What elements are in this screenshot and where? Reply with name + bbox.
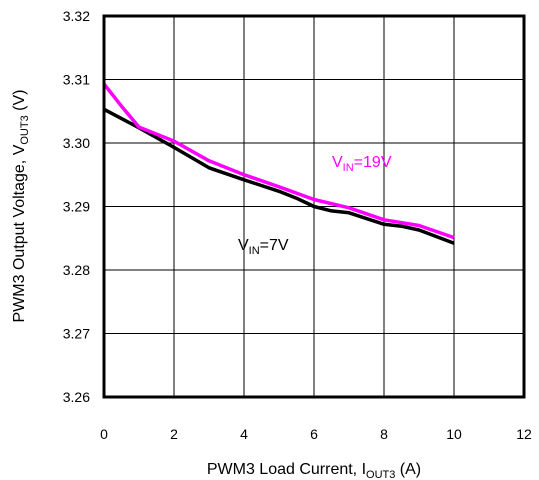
y-tick-labels: 3.26 3.27 3.28 3.29 3.30 3.31 3.32 [63, 8, 90, 405]
x-tick-label: 10 [446, 426, 462, 442]
annotation-vin-7v-sub: IN [249, 245, 260, 257]
annotation-vin-7v: VIN=7V [238, 237, 289, 257]
annotation-vin-19v: VIN=19V [332, 154, 392, 174]
annotation-vin-7v-rest: =7V [260, 237, 289, 254]
x-tick-label: 6 [310, 426, 318, 442]
x-axis-title: PWM3 Load Current, IOUT3 (A) [207, 461, 421, 480]
y-axis-title-sub: OUT3 [19, 115, 31, 144]
data-series [102, 82, 455, 245]
x-tick-label: 2 [170, 426, 178, 442]
x-tick-label: 12 [516, 426, 532, 442]
x-axis-title-unit: (A) [395, 461, 421, 478]
y-tick-label: 3.28 [63, 262, 90, 278]
y-tick-label: 3.31 [63, 72, 90, 88]
y-axis-title-unit: (V) [11, 90, 28, 116]
annotation-vin-19v-sub: IN [343, 162, 354, 174]
annotation-vin-19v-main: V [332, 154, 343, 171]
plot-frame [102, 14, 526, 399]
y-axis-title-main: PWM3 Output Voltage, V [11, 144, 28, 322]
x-tick-label: 8 [380, 426, 388, 442]
series-line-vin-7v [103, 107, 455, 245]
x-tick-label: 4 [240, 426, 248, 442]
x-tick-label: 0 [100, 426, 108, 442]
x-tick-labels: 0 2 4 6 8 10 12 [100, 426, 532, 442]
y-tick-label: 3.29 [63, 199, 90, 215]
series-line-vin-19v [102, 82, 455, 240]
x-axis-title-main: PWM3 Load Current, I [207, 461, 366, 478]
annotation-vin-19v-rest: =19V [354, 154, 392, 171]
grid-lines [104, 16, 524, 397]
x-axis-title-sub: OUT3 [366, 469, 395, 480]
y-tick-label: 3.30 [63, 135, 90, 151]
annotation-vin-7v-main: V [238, 237, 249, 254]
y-tick-label: 3.27 [63, 326, 90, 342]
y-tick-label: 3.32 [63, 8, 90, 24]
y-axis-title: PWM3 Output Voltage, VOUT3 (V) [11, 90, 31, 323]
y-tick-label: 3.26 [63, 389, 90, 405]
